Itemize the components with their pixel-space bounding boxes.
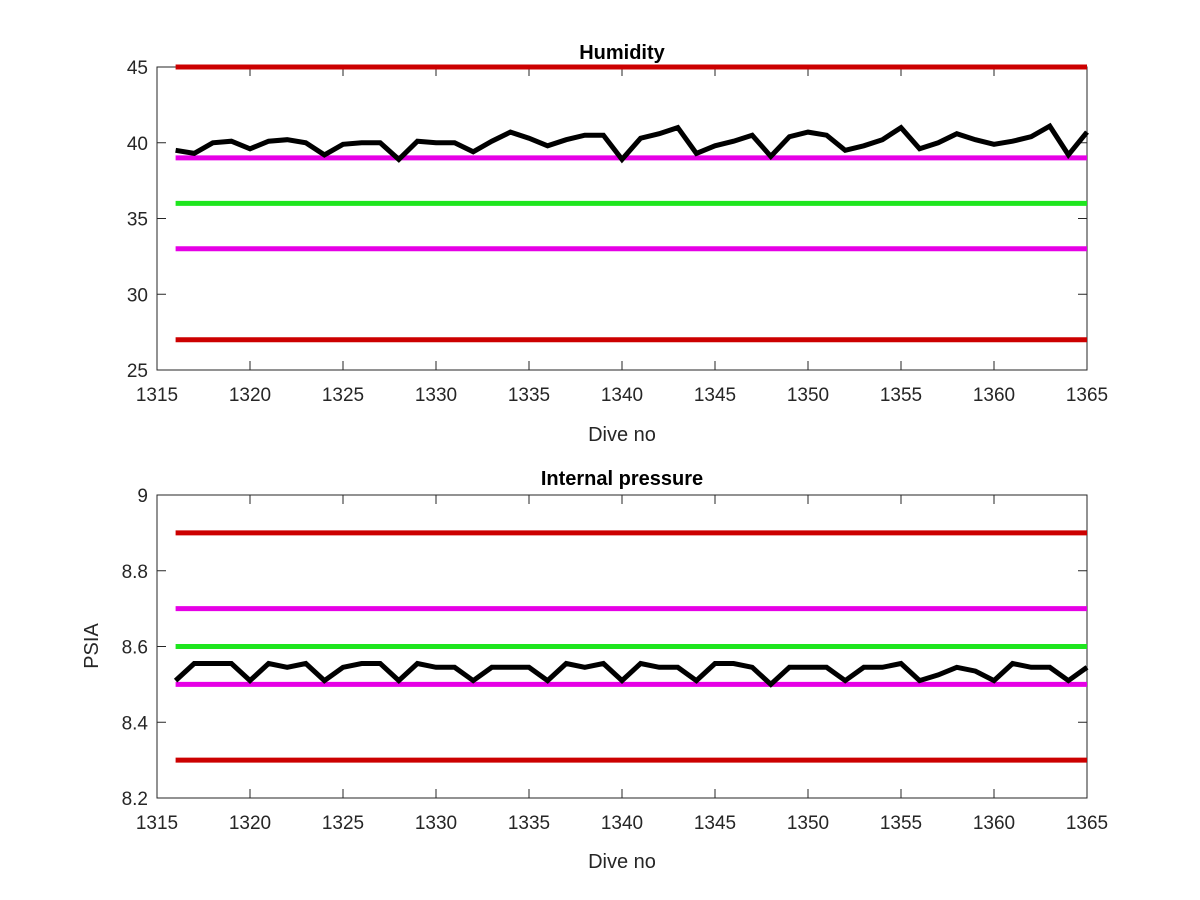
internal-pressure-x-tick-label: 1330: [415, 813, 457, 834]
internal-pressure-x-tick-label: 1360: [973, 813, 1015, 834]
internal-pressure-y-tick-label: 8.6: [122, 638, 148, 659]
internal-pressure-x-tick-label: 1340: [601, 813, 643, 834]
internal-pressure-y-tick-label: 9: [137, 486, 148, 507]
internal-pressure-x-tick-label: 1355: [880, 813, 922, 834]
humidity-x-tick-label: 1320: [229, 385, 271, 406]
internal-pressure-x-tick-label: 1335: [508, 813, 550, 834]
internal-pressure-y-axis-label: PSIA: [81, 623, 103, 669]
internal-pressure-x-tick-label: 1320: [229, 813, 271, 834]
humidity-x-axis-label: Dive no: [588, 424, 656, 446]
humidity-panel: Humidity Dive no 1315 1320 1325 1330 1335 134…: [127, 42, 1108, 446]
humidity-title: Humidity: [579, 42, 665, 64]
humidity-y-tick-label: 30: [127, 285, 148, 306]
humidity-x-tick-label: 1335: [508, 385, 550, 406]
humidity-y-tick-label: 35: [127, 210, 148, 231]
internal-pressure-title: Internal pressure: [541, 468, 703, 490]
humidity-y-tick-label: 45: [127, 58, 148, 79]
internal-pressure-y-tick-label: 8.4: [122, 713, 149, 734]
humidity-data-line: [175, 122, 1089, 164]
humidity-y-tick-label: 25: [127, 361, 148, 382]
internal-pressure-x-tick-label: 1365: [1066, 813, 1108, 834]
internal-pressure-y-tick-label: 8.8: [122, 562, 148, 583]
humidity-y-tick-label: 40: [127, 134, 148, 155]
humidity-x-tick-label: 1340: [601, 385, 643, 406]
humidity-x-tick-label: 1350: [787, 385, 829, 406]
humidity-x-tick-label: 1345: [694, 385, 736, 406]
internal-pressure-x-tick-label: 1315: [136, 813, 178, 834]
humidity-x-tick-label: 1330: [415, 385, 457, 406]
internal-pressure-panel: Internal pressure Dive no PSIA 1315 1320 1…: [81, 468, 1108, 873]
internal-pressure-x-tick-label: 1350: [787, 813, 829, 834]
internal-pressure-data-line: [173, 660, 1089, 688]
humidity-x-tick-label: 1355: [880, 385, 922, 406]
humidity-x-tick-label: 1315: [136, 385, 178, 406]
internal-pressure-x-tick-label: 1345: [694, 813, 736, 834]
humidity-x-tick-label: 1365: [1066, 385, 1108, 406]
humidity-x-tick-label: 1325: [322, 385, 364, 406]
internal-pressure-x-tick-label: 1325: [322, 813, 364, 834]
internal-pressure-x-axis-label: Dive no: [588, 851, 656, 873]
internal-pressure-y-tick-label: 8.2: [122, 789, 148, 810]
humidity-x-tick-label: 1360: [973, 385, 1015, 406]
